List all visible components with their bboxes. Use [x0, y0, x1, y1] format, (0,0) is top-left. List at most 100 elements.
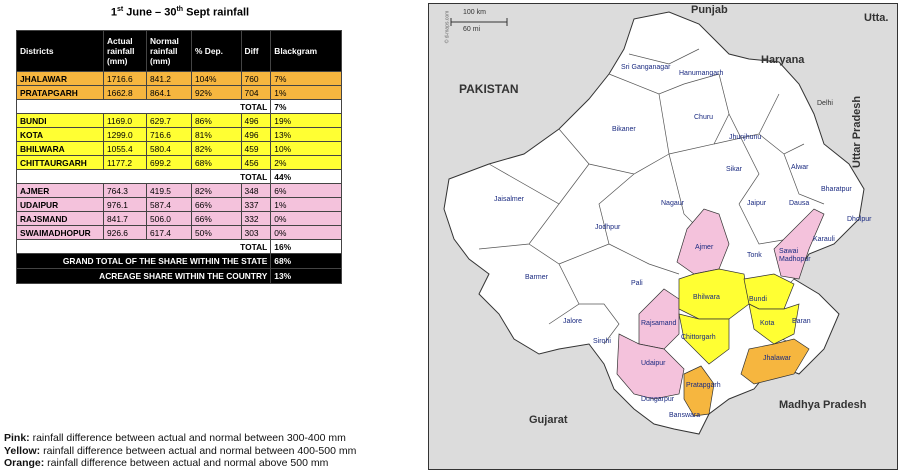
map-scale: 100 km 60 mi: [449, 8, 509, 38]
table-row: RAJSMAND 841.7 506.0 66% 332 0%: [16, 211, 342, 226]
value-cell: 2%: [270, 155, 342, 170]
table-header-row: Districts Actual rainfall (mm) Normal ra…: [16, 30, 342, 72]
table-row: BUNDI 1169.0 629.7 86% 496 19%: [16, 113, 342, 128]
district-sawai-madhopur: [773, 208, 825, 280]
color-legend: Pink: rainfall difference between actual…: [4, 432, 356, 470]
total-row: TOTAL 7%: [15, 99, 342, 114]
value-cell: 1169.0: [103, 113, 147, 128]
district-name-cell: SWAIMADHOPUR: [16, 225, 104, 240]
label-chittorgarh: Chittorgarh: [681, 334, 716, 341]
acreage-value: 13%: [270, 268, 342, 284]
district-name-cell: BUNDI: [16, 113, 104, 128]
value-cell: 1%: [270, 197, 342, 212]
label-jhalawar: Jhalawar: [763, 355, 792, 362]
label-baran: Baran: [792, 318, 811, 325]
label-jodhpur: Jodhpur: [595, 224, 621, 231]
label-banswara: Banswara: [669, 412, 701, 419]
header-blackgram: Blackgram: [270, 30, 342, 72]
label-pakistan: PAKISTAN: [459, 82, 519, 96]
value-cell: 419.5: [146, 183, 192, 198]
total-row: TOTAL 16%: [15, 239, 342, 254]
district-udaipur: [616, 333, 685, 400]
legend-orange: Orange: rainfall difference between actu…: [4, 457, 329, 469]
district-pratapgarh: [683, 365, 715, 417]
label-gujarat: Gujarat: [529, 414, 568, 426]
total-value: 7%: [270, 99, 342, 114]
label-dausa: Dausa: [789, 200, 810, 207]
value-cell: 459: [240, 141, 272, 156]
label-hanumangarh: Hanumangarh: [679, 70, 724, 77]
value-cell: 617.4: [146, 225, 192, 240]
table-row: AJMER 764.3 419.5 82% 348 6%: [16, 183, 342, 198]
value-cell: 7%: [270, 71, 342, 86]
value-cell: 0%: [270, 225, 342, 240]
total-value: 16%: [270, 239, 342, 254]
value-cell: 580.4: [146, 141, 192, 156]
label-barmer: Barmer: [525, 274, 548, 281]
label-tonk: Tonk: [747, 252, 762, 259]
value-cell: 1177.2: [103, 155, 147, 170]
value-cell: 66%: [191, 211, 242, 226]
value-cell: 50%: [191, 225, 242, 240]
value-cell: 506.0: [146, 211, 192, 226]
district-name-cell: CHITTAURGARH: [16, 155, 104, 170]
label-jaipur: Jaipur: [747, 200, 767, 207]
value-cell: 66%: [191, 197, 242, 212]
label-kota: Kota: [760, 320, 775, 327]
district-kota: [748, 303, 800, 345]
grand-total-row: GRAND TOTAL OF THE SHARE WITHIN THE STAT…: [15, 253, 342, 269]
label-haryana: Haryana: [761, 54, 805, 66]
scale-bar: [450, 18, 508, 26]
map-credit: © d-maps.com: [444, 10, 451, 44]
label-pratapgarh: Pratapgarh: [686, 382, 721, 389]
value-cell: 496: [240, 127, 272, 142]
rainfall-table: Districts Actual rainfall (mm) Normal ra…: [15, 30, 342, 284]
header-dep: % Dep.: [191, 30, 242, 72]
label-ajmer: Ajmer: [695, 244, 714, 251]
label-sawai-madhopur: Sawai Madhopur: [779, 248, 811, 263]
label-bundi: Bundi: [749, 296, 767, 303]
label-bikaner: Bikaner: [612, 126, 636, 133]
total-label: TOTAL: [15, 99, 272, 114]
label-bhilwara: Bhilwara: [693, 294, 720, 301]
value-cell: 0%: [270, 211, 342, 226]
header-normal: Normal rainfall (mm): [146, 30, 192, 72]
table-row: PRATAPGARH 1662.8 864.1 92% 704 1%: [16, 85, 342, 100]
district-name-cell: BHILWARA: [16, 141, 104, 156]
label-punjab: Punjab: [691, 4, 728, 16]
value-cell: 841.2: [146, 71, 192, 86]
legend-pink: Pink: rainfall difference between actual…: [4, 432, 346, 444]
total-value: 44%: [270, 169, 342, 184]
value-cell: 86%: [191, 113, 242, 128]
chart-title: 1st June – 30th Sept rainfall: [110, 6, 250, 19]
value-cell: 456: [240, 155, 272, 170]
district-chittorgarh: [678, 313, 730, 365]
acreage-label: ACREAGE SHARE WITHIN THE COUNTRY: [15, 268, 272, 284]
label-sri-ganganagar: Sri Ganganagar: [621, 64, 671, 71]
table-row: BHILWARA 1055.4 580.4 82% 459 10%: [16, 141, 342, 156]
label-nagaur: Nagaur: [661, 200, 684, 207]
label-jalore: Jalore: [563, 318, 583, 325]
label-jaisalmer: Jaisalmer: [494, 196, 524, 203]
value-cell: 1662.8: [103, 85, 147, 100]
label-sikar: Sikar: [726, 166, 742, 173]
table-row: KOTA 1299.0 716.6 81% 496 13%: [16, 127, 342, 142]
table-row: JHALAWAR 1716.6 841.2 104% 760 7%: [16, 71, 342, 86]
value-cell: 841.7: [103, 211, 147, 226]
value-cell: 864.1: [146, 85, 192, 100]
label-delhi: Delhi: [817, 100, 833, 107]
scale-mi: 60 mi: [463, 26, 481, 33]
value-cell: 82%: [191, 141, 242, 156]
value-cell: 764.3: [103, 183, 147, 198]
district-jhalawar: [740, 338, 810, 385]
value-cell: 348: [240, 183, 272, 198]
value-cell: 699.2: [146, 155, 192, 170]
table-row: SWAIMADHOPUR 926.6 617.4 50% 303 0%: [16, 225, 342, 240]
value-cell: 1055.4: [103, 141, 147, 156]
label-pali: Pali: [631, 280, 643, 287]
district-name-cell: JHALAWAR: [16, 71, 104, 86]
value-cell: 976.1: [103, 197, 147, 212]
value-cell: 82%: [191, 183, 242, 198]
total-label: TOTAL: [15, 169, 272, 184]
label-bharatpur: Bharatpur: [821, 186, 852, 193]
